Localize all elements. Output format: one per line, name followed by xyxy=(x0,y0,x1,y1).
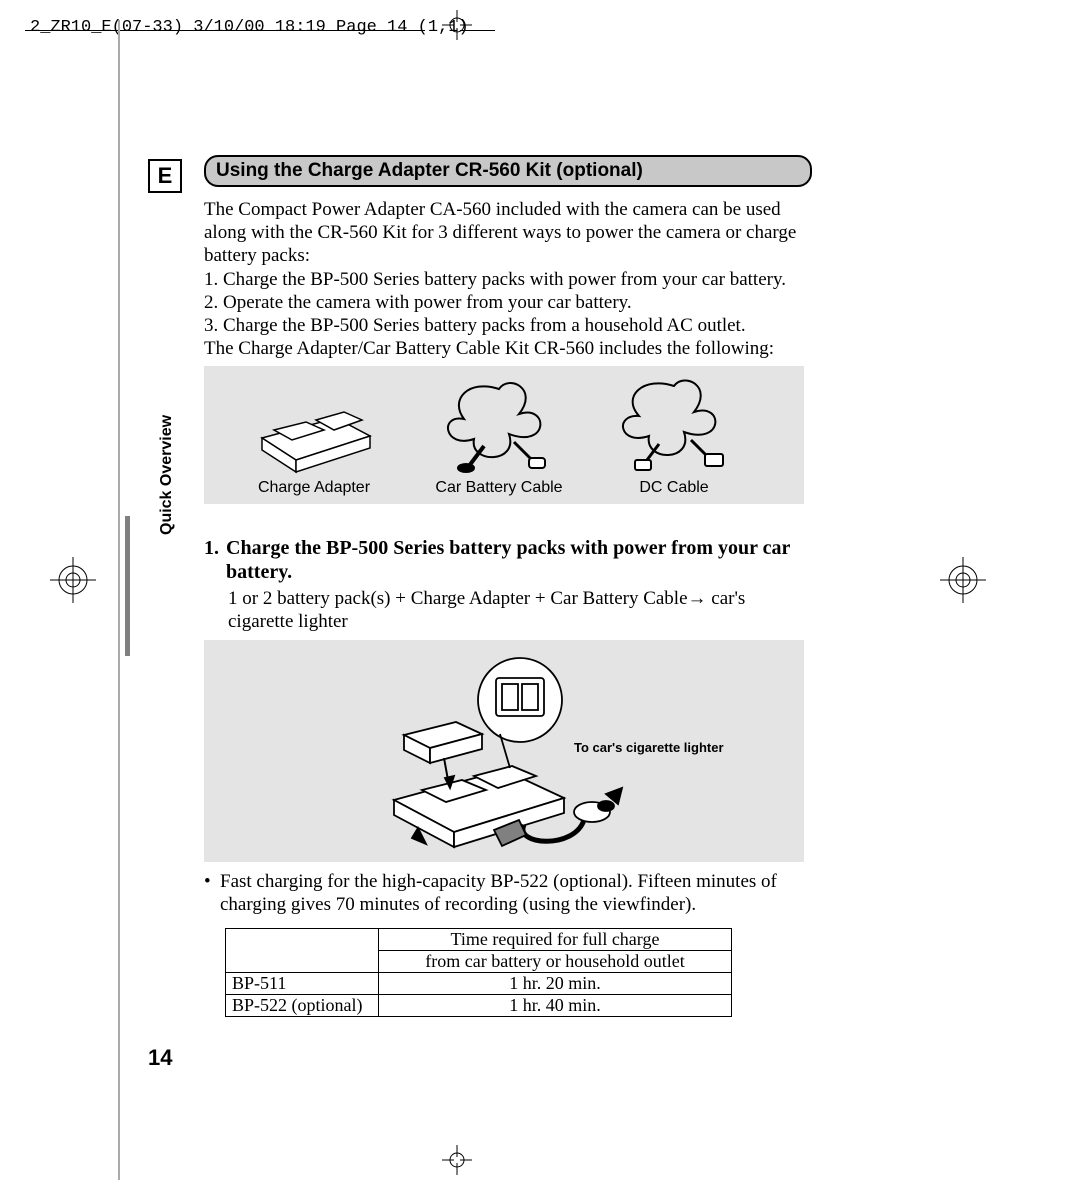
kit-item-label: DC Cable xyxy=(624,479,724,497)
diagram-callout: To car's cigarette lighter xyxy=(574,740,724,756)
dc-cable-icon xyxy=(609,374,749,479)
car-battery-cable-icon xyxy=(429,374,569,479)
table-header: from car battery or household outlet xyxy=(379,951,732,973)
table-cell: 1 hr. 40 min. xyxy=(379,995,732,1017)
crop-mark-icon xyxy=(442,1145,472,1175)
table-cell: 1 hr. 20 min. xyxy=(379,973,732,995)
connection-diagram: To car's cigarette lighter xyxy=(204,640,804,862)
print-slug: 2_ZR10_E(07-33) 3/10/00 18:19 Page 14 (1… xyxy=(30,18,469,37)
bullet-text: Fast charging for the high-capacity BP-5… xyxy=(220,870,800,916)
charge-adapter-icon xyxy=(244,380,384,480)
table-corner xyxy=(226,929,379,973)
charge-time-table: Time required for full charge from car b… xyxy=(225,928,732,1017)
step-title: Charge the BP-500 Series battery packs w… xyxy=(226,536,796,584)
table-cell: BP-511 xyxy=(226,973,379,995)
bullet-icon: • xyxy=(204,870,220,893)
page-number: 14 xyxy=(148,1045,172,1071)
section-title: Using the Charge Adapter CR-560 Kit (opt… xyxy=(204,155,812,187)
section-tab: Quick Overview xyxy=(158,405,176,535)
margin-line xyxy=(118,20,120,1180)
tab-bar xyxy=(125,516,130,656)
kit-contents-figure: Charge Adapter Car Battery Cable DC Cabl… xyxy=(204,366,804,504)
crop-mark-icon xyxy=(442,10,472,40)
registration-mark-icon xyxy=(940,557,986,608)
table-cell: BP-522 (optional) xyxy=(226,995,379,1017)
kit-item-label: Car Battery Cable xyxy=(429,479,569,497)
lang-indicator: E xyxy=(148,159,182,193)
registration-mark-icon xyxy=(50,557,96,608)
kit-item-label: Charge Adapter xyxy=(244,479,384,497)
step-description: 1 or 2 battery pack(s) + Charge Adapter … xyxy=(228,587,804,633)
step-heading: 1.Charge the BP-500 Series battery packs… xyxy=(204,536,804,584)
table-header: Time required for full charge xyxy=(379,929,732,951)
step-number: 1. xyxy=(204,536,226,560)
bullet-note: •Fast charging for the high-capacity BP-… xyxy=(204,870,804,916)
kit-intro: The Charge Adapter/Car Battery Cable Kit… xyxy=(204,337,804,360)
intro-paragraph: The Compact Power Adapter CA-560 include… xyxy=(204,198,804,337)
